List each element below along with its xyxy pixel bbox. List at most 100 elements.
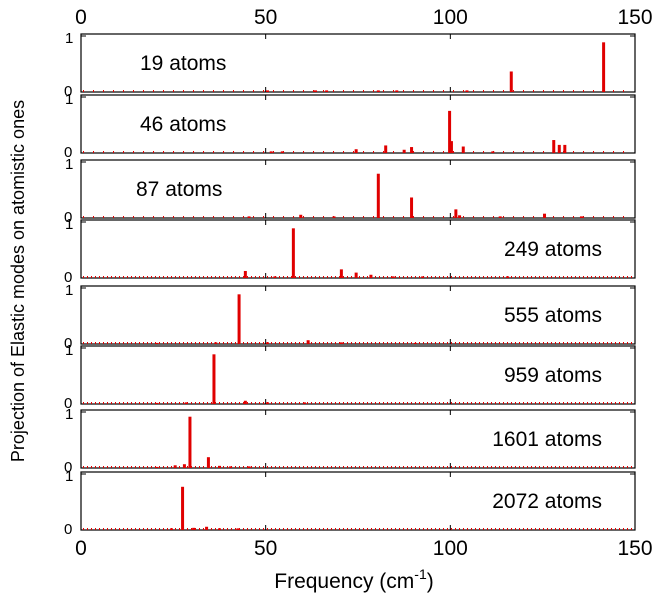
bar [384,145,388,153]
bar [602,42,606,92]
y-tick-label-bottom: 0 [64,335,72,352]
panel-label: 87 atoms [136,178,222,201]
bar [543,213,547,218]
y-axis-label: Projection of Elastic modes on atomistic… [8,100,28,462]
bar [465,90,469,92]
panel-2: 1 0 46 atoms [64,91,636,161]
panel-frame [80,409,636,469]
y-tick-label-top: 1 [65,156,73,173]
bar [376,173,380,218]
panel-label: 2072 atoms [492,490,602,513]
x-axis-label: Frequency (cm-1) [274,566,434,593]
y-tick-label-top: 1 [65,216,73,233]
bar [243,400,247,404]
bar [421,276,425,278]
bar [354,272,358,278]
panel-4: 1 0 249 atoms [64,216,636,286]
bar [155,466,159,468]
y-tick-label-bottom: 0 [64,209,72,226]
bar [266,402,270,404]
top-x-tick-label: 0 [75,6,87,29]
panel-5: 1 0 555 atoms [64,282,636,352]
bottom-x-axis: 0 50 100 150 [75,537,652,560]
bar [169,528,173,530]
bar [269,151,273,153]
panel-label: 1601 atoms [492,428,602,451]
panel-6: 1 0 959 atoms [64,342,636,412]
y-tick-label-bottom: 0 [64,395,72,412]
bar [579,216,583,218]
y-tick-label-top: 1 [65,30,73,47]
bar [454,209,458,218]
panel-label: 555 atoms [504,304,602,327]
bar [188,416,192,468]
bottom-x-tick-label: 50 [254,537,277,560]
bar [552,140,556,153]
y-tick-label-top: 1 [65,282,73,299]
bar [192,527,196,530]
bar [314,90,318,92]
bar [563,144,567,153]
bar [509,71,513,92]
bar [155,342,159,344]
y-tick-label-bottom: 0 [64,521,72,538]
bar [461,146,465,153]
bar [273,276,277,278]
bar [354,149,358,153]
bar [325,90,329,92]
top-x-tick-label: 100 [433,6,468,29]
panel-label: 46 atoms [140,113,226,136]
bar [184,402,188,404]
bar [237,294,241,344]
panel-frame [80,159,636,219]
bar [299,214,303,218]
y-tick-label-top: 1 [65,342,73,359]
y-tick-label-top: 1 [65,406,73,423]
x-axis-label-superscript: -1 [414,566,427,582]
panel-frame [80,33,636,93]
bar [182,464,186,468]
panel-label: 249 atoms [504,238,602,261]
bar [218,528,221,530]
panel-8: 1 0 2072 atoms [64,468,636,538]
bar [236,528,240,530]
bar [205,526,209,530]
bottom-x-tick-label: 0 [75,537,87,560]
x-axis-label-close: ) [427,570,434,593]
y-tick-label-top: 1 [65,91,73,108]
bar [449,141,453,153]
bar [247,466,251,468]
panel-frame [80,471,636,531]
bar [173,465,177,468]
bar [448,110,452,153]
bar [413,342,417,344]
y-tick-label-bottom: 0 [64,269,72,286]
bottom-x-tick-label: 150 [617,537,652,560]
bar [557,144,561,153]
panel-1: 1 0 19 atoms [64,30,636,100]
bar [332,216,336,218]
panel-frame [80,345,636,405]
bar [339,269,343,278]
bar [498,216,502,218]
panel-frame [80,219,636,279]
bar [306,340,310,344]
top-x-axis: 0 50 100 150 [75,6,652,29]
bar [155,402,159,404]
x-axis-label-main: Frequency (cm [274,570,414,593]
top-x-tick-label: 150 [617,6,652,29]
bar [212,354,216,404]
bar [247,216,251,218]
panel-7: 1 0 1601 atoms [64,406,636,476]
bar [376,90,380,92]
bar [206,457,210,468]
bar [402,149,406,153]
y-tick-label-bottom: 0 [64,459,72,476]
bar [214,342,218,344]
bar [395,90,399,92]
bar [391,276,395,278]
bar [491,151,495,153]
bar [458,215,462,218]
panel-frame [80,285,636,345]
